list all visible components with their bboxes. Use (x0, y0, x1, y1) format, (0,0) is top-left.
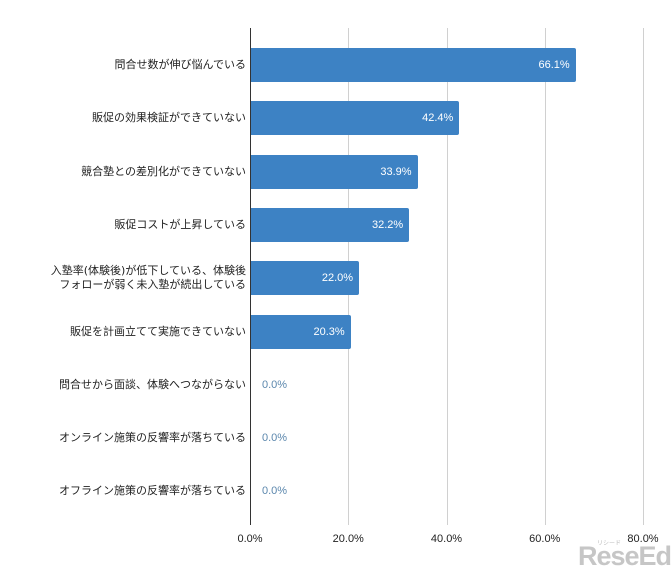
value-label: 33.9% (380, 165, 412, 178)
category-label: 問合せ数が伸び悩んでいる (114, 58, 246, 71)
value-label: 22.0% (321, 272, 354, 285)
bar (251, 48, 576, 82)
x-tick-label: 40.0% (430, 533, 463, 545)
value-label: 0.0% (262, 432, 288, 445)
x-tick-label: 20.0% (332, 533, 364, 545)
category-label: オンライン施策の反響率が落ちている (59, 431, 246, 445)
category-label: 販促コストが上昇している (114, 217, 246, 231)
bar-row: 問合せから面談、体験へつながらない 0.0% (0, 368, 672, 402)
value-label: 0.0% (262, 378, 288, 391)
bar-row: 販促コストが上昇している 32.2% (0, 207, 672, 242)
bar-row: 販促を計画立てて実施できていない 20.3% (0, 314, 672, 349)
value-label: 32.2% (371, 218, 404, 231)
gridline (643, 28, 644, 525)
category-label: 入塾率(体験後)が低下している、体験後 フォローが弱く未入塾が続出している (50, 264, 246, 292)
bar-row: オフライン施策の反響率が落ちている 0.0% (0, 474, 672, 508)
bar (251, 261, 360, 296)
bar (251, 314, 351, 349)
gridline (544, 28, 546, 525)
bar (251, 101, 460, 136)
x-tick-label: 80.0% (627, 533, 659, 545)
value-label: 0.0% (262, 485, 288, 498)
watermark-logo: ReseEd (578, 541, 672, 571)
value-label: 66.1% (538, 59, 570, 71)
value-label: 42.4% (422, 112, 454, 125)
bar (251, 154, 418, 189)
category-label: 販促の効果検証ができていない (92, 111, 246, 125)
bar-row: 販促の効果検証ができていない 42.4% (0, 101, 672, 136)
category-label: 競合塾との差別化ができていない (81, 164, 246, 178)
bar-row: 問合せ数が伸び悩んでいる 66.1% (0, 48, 672, 82)
bar-row: オンライン施策の反響率が落ちている 0.0% (0, 421, 672, 455)
category-label: 販促を計画立てて実施できていない (70, 324, 246, 338)
gridline (446, 28, 448, 525)
category-label: 問合せから面談、体験へつながらない (59, 377, 246, 391)
bar-row: 競合塾との差別化ができていない 33.9% (0, 154, 672, 189)
bar-row: 入塾率(体験後)が低下している、体験後 フォローが弱く未入塾が続出している 22.… (0, 261, 672, 296)
category-label: オフライン施策の反響率が落ちている (59, 484, 246, 498)
x-tick-label: 60.0% (529, 533, 561, 545)
y-axis-line (250, 28, 251, 525)
x-tick-label: 0.0% (237, 533, 263, 545)
watermark-subtext: リシード (597, 540, 622, 547)
value-label: 20.3% (313, 325, 345, 338)
bar (251, 207, 410, 242)
